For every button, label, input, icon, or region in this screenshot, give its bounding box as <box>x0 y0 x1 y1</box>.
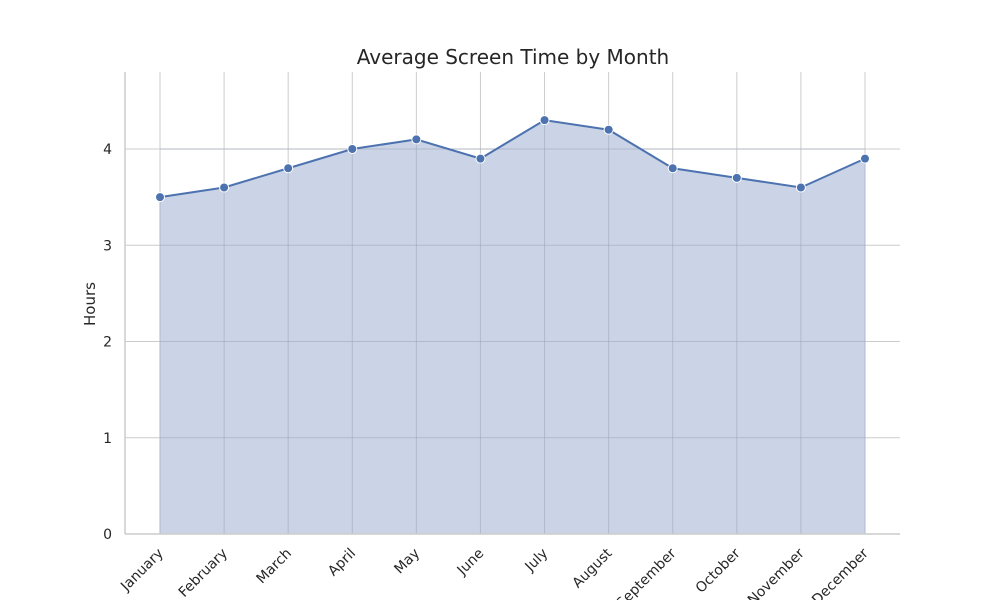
x-tick-label: July <box>522 546 552 576</box>
data-point <box>283 163 294 174</box>
data-point <box>539 115 550 126</box>
x-tick-label: August <box>570 545 616 591</box>
y-tick-label: 4 <box>103 142 112 158</box>
series-line-layer <box>159 119 866 199</box>
y-tick-label: 2 <box>103 335 112 351</box>
data-point <box>475 153 486 164</box>
x-tick-label: February <box>176 546 231 600</box>
x-tick-label: November <box>745 545 808 600</box>
data-point <box>667 163 678 174</box>
series-line <box>159 119 866 199</box>
x-tick-label: October <box>693 545 744 596</box>
y-axis-label: Hours <box>81 282 99 326</box>
area-fill-layer <box>159 120 866 534</box>
data-point <box>795 182 806 193</box>
y-tick-label: 0 <box>103 527 112 543</box>
data-point <box>155 192 165 203</box>
y-tick-label: 1 <box>103 431 112 447</box>
data-point <box>731 172 742 183</box>
data-points <box>155 115 870 203</box>
x-tick-label: April <box>325 546 359 580</box>
data-point <box>411 134 422 145</box>
x-tick-label: June <box>454 546 488 580</box>
x-tick-label: May <box>391 546 423 578</box>
x-tick-label: March <box>254 546 295 587</box>
x-tick-label: January <box>117 546 167 596</box>
area-fill <box>160 120 865 534</box>
y-tick-label: 3 <box>103 238 112 254</box>
axes <box>124 72 900 535</box>
data-point <box>219 182 230 193</box>
x-tick-label: September <box>614 545 680 600</box>
data-point <box>347 144 358 154</box>
chart-title: Average Screen Time by Month <box>357 45 669 69</box>
x-tick-label: December <box>809 545 872 600</box>
data-point <box>603 124 614 135</box>
data-point <box>860 153 870 164</box>
